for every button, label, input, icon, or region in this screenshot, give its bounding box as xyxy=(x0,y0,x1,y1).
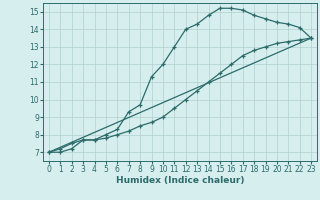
X-axis label: Humidex (Indice chaleur): Humidex (Indice chaleur) xyxy=(116,176,244,185)
